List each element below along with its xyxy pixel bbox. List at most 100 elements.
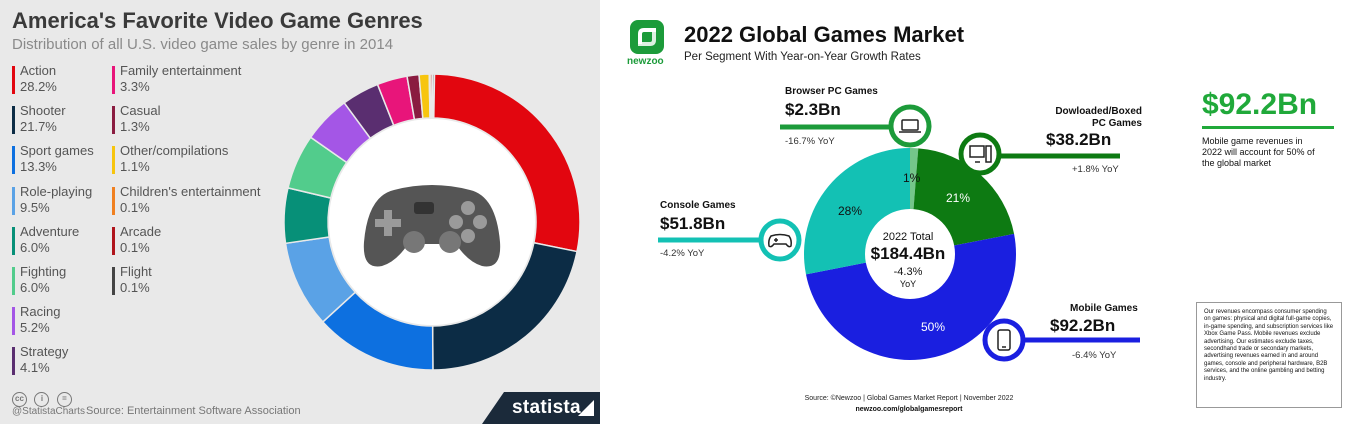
chart-source: Source: Entertainment Software Associati… [86,405,301,417]
gamepad-icon [363,185,501,267]
legend-swatch [12,226,15,255]
legend-label: Sport games [20,143,94,159]
creative-commons-icon: cc [12,392,27,407]
legend-item-adventure: Adventure 6.0% [12,224,212,260]
legend-swatch [112,106,115,135]
legend-item-shooter: Shooter 21.7% [12,103,212,139]
laptop-icon [888,104,932,148]
mobile-label: Mobile Games [1070,303,1138,314]
newzoo-chart-panel: newzoo 2022 Global Games Market Per Segm… [600,0,1366,424]
legend-value: 5.2% [20,320,50,336]
license-icons: cc i = [12,388,75,407]
legend-label: Strategy [20,344,69,360]
market-source: Source: ©Newzoo | Global Games Market Re… [804,395,1014,402]
console-value: $51.8Bn [660,214,726,233]
legend-item-family-entertainment: Family entertainment 3.3% [112,63,312,99]
methodology-note: Our revenues encompass consumer spending… [1196,302,1342,408]
donut-hole [865,209,955,299]
legend-item-casual: Casual 1.3% [112,103,312,139]
boxed-pc-label-line-2: PC Games [1091,118,1142,129]
boxed-pc-label-line-1: Dowloaded/Boxed [1055,106,1142,117]
mobile-value: $92.2Bn [1050,316,1116,335]
legend-item-strategy: Strategy 4.1% [12,344,212,380]
legend-swatch [12,307,15,336]
legend-item-other-compilations: Other/compilations 1.1% [112,143,312,179]
legend-label: Arcade [120,223,162,239]
legend-swatch [12,267,15,295]
legend-value: 28.2% [20,79,57,94]
legend-item-arcade: Arcade 0.1% [112,224,312,260]
legend-value: 3.3% [120,79,150,94]
legend-label: Role-playing [20,183,93,199]
browser-pc-label: Browser PC Games [785,86,878,97]
legend-swatch [12,186,15,215]
donut-slice-flight [431,73,436,119]
mobile-highlight-value: $92.2Bn [1202,88,1318,121]
desktop-pc-icon-glyph [969,145,992,163]
highlight-rule [1202,126,1334,129]
browser-pc-value: $2.3Bn [785,100,841,119]
legend-label: Action [20,63,57,78]
gamepad-icon-glyph [768,233,792,248]
center-total-growth-unit: YoY [899,279,917,289]
console-yoy: -4.2% YoY [660,248,705,259]
genre-donut-chart [283,73,581,371]
smartphone-icon [982,318,1026,362]
laptop-icon-glyph [899,119,921,133]
statista-logo-mark-icon [578,400,594,416]
center-total-value: $184.4Bn [870,244,946,263]
smartphone-icon-glyph [997,329,1011,351]
legend-swatch [112,186,115,215]
mobile-yoy: -6.4% YoY [1072,350,1117,361]
legend-label: Flight [120,264,152,279]
statista-credit: @StatistaCharts [12,406,85,417]
legend-swatch [112,267,115,295]
boxed-pc-value: $38.2Bn [1046,130,1112,149]
market-title: 2022 Global Games Market [684,22,965,47]
legend-label: Casual [120,103,161,119]
legend-item-sport-games: Sport games 13.3% [12,143,212,179]
legend-value: 0.1% [120,239,150,255]
no-derivatives-icon: = [56,392,72,407]
mobile-highlight-description: Mobile game revenues in 2022 will accoun… [1202,136,1315,168]
legend-swatch [112,66,115,94]
chart-subtitle: Distribution of all U.S. video game sale… [12,36,394,53]
legend-item-fighting: Fighting 6.0% [12,264,212,300]
legend-value: 6.0% [20,239,50,255]
legend-value: 4.1% [20,360,50,376]
legend-label: Other/compilations [120,143,229,159]
legend-value: 0.1% [120,199,150,215]
statista-logo: statista [482,392,600,424]
center-total-growth: -4.3% [893,266,923,278]
console-share: 28% [838,204,863,218]
boxed-pc-label: Dowloaded/Boxed PC Games [1032,106,1142,130]
legend-item-flight: Flight 0.1% [112,264,312,300]
newzoo-logo-text: newzoo [627,56,664,67]
browser-pc-yoy: -16.7% YoY [785,136,835,147]
center-total-label: 2022 Total [882,231,934,243]
gamepad-icon [758,218,802,262]
legend-value: 1.1% [120,159,150,175]
legend-swatch [112,146,115,175]
legend-value: 1.3% [120,119,150,135]
legend-swatch [112,226,115,255]
legend-item-role-playing: Role-playing 9.5% [12,184,212,220]
market-donut-chart [658,104,1140,362]
newzoo-logo-icon [630,20,664,54]
legend-swatch [12,66,15,94]
legend-value: 21.7% [20,119,57,135]
legend-label: Racing [20,304,61,320]
legend-swatch [12,106,15,135]
statista-chart-panel: America's Favorite Video Game Genres Dis… [0,0,600,424]
legend-label: Fighting [20,264,67,279]
legend-label: Family entertainment [120,63,242,78]
legend-label: Children's entertainment [120,183,261,199]
market-source-url: newzoo.com/globalgamesreport [855,406,963,413]
legend-value: 13.3% [20,159,57,175]
boxed-pc-share: 21% [946,191,971,205]
legend-item-racing: Racing 5.2% [12,304,212,340]
boxed-pc-yoy: +1.8% YoY [1072,164,1119,175]
legend-item-children-s-entertainment: Children's entertainment 0.1% [112,184,312,220]
market-subtitle: Per Segment With Year-on-Year Growth Rat… [684,51,921,63]
legend-value: 6.0% [20,280,50,295]
